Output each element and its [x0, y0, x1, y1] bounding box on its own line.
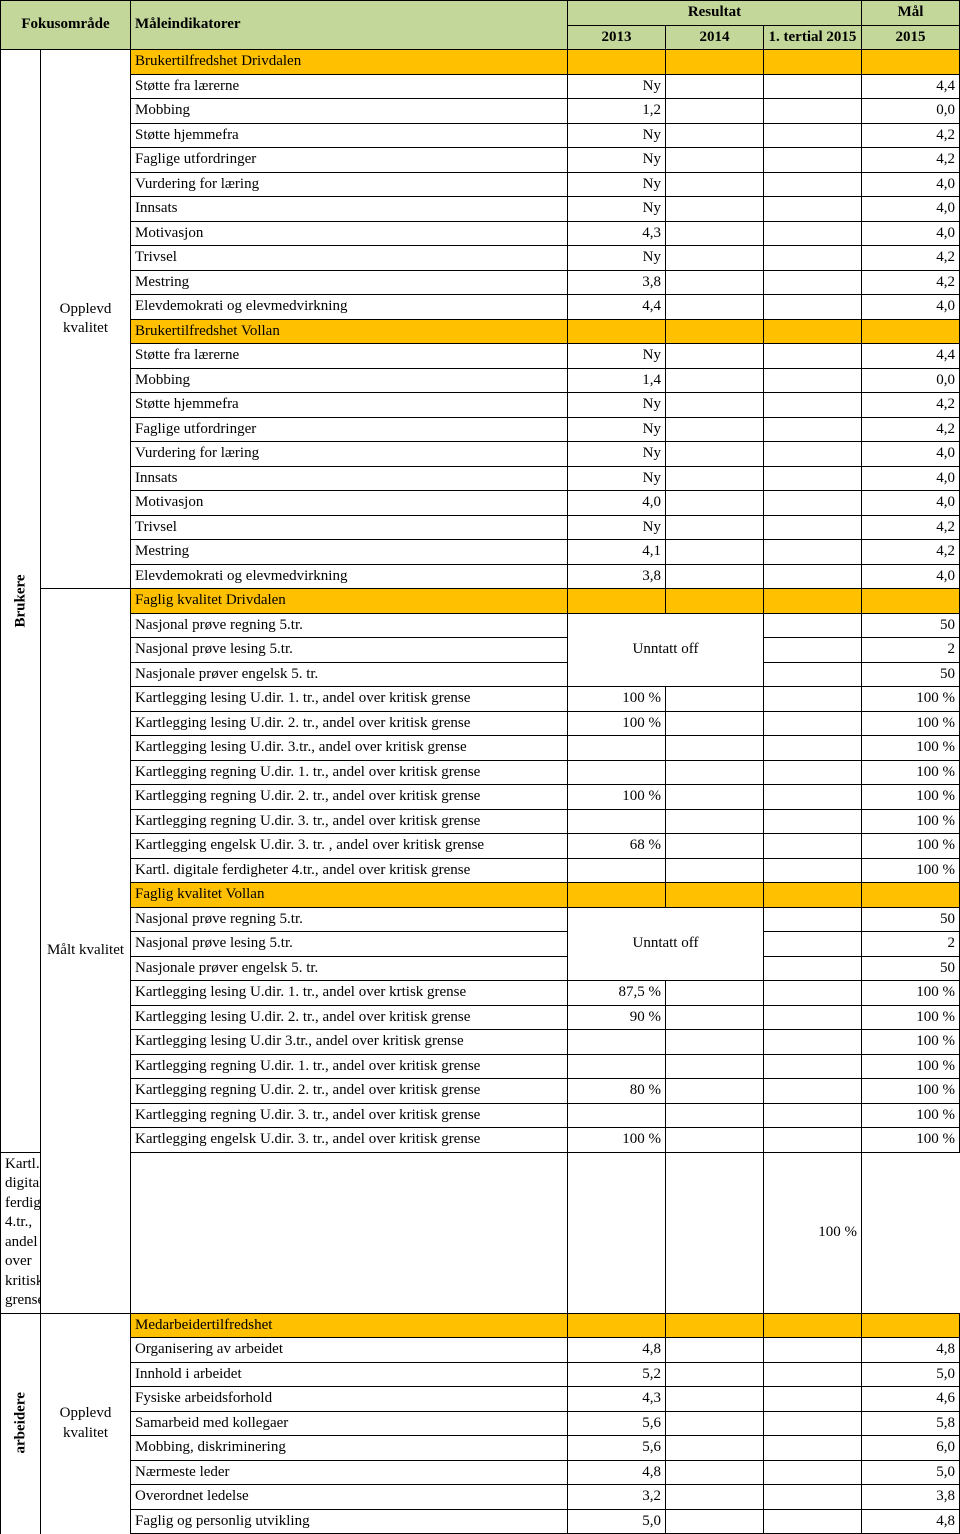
table-row: Kartlegging lesing U.dir. 2. tr., andel …: [1, 1005, 960, 1030]
focus-arbeidere: arbeidere: [1, 1313, 41, 1534]
table-row: Nasjonale prøver engelsk 5. tr.50: [1, 956, 960, 981]
table-row: Kartlegging lesing U.dir. 1. tr., andel …: [1, 687, 960, 712]
table-row: Vurdering for læringNy4,0: [1, 172, 960, 197]
table-row: Mobbing1,40,0: [1, 368, 960, 393]
hdr-2013: 2013: [567, 25, 665, 50]
table-row: Nasjonal prøve regning 5.tr.Unntatt off5…: [1, 613, 960, 638]
table-row: Elevdemokrati og elevmedvirkning3,84,0: [1, 564, 960, 589]
hdr-tert: 1. tertial 2015: [763, 25, 861, 50]
table-row: Faglig og personlig utvikling5,04,8: [1, 1509, 960, 1534]
sub-maalt: Målt kvalitet: [41, 589, 131, 1314]
section-s3: Målt kvalitet Faglig kvalitet Drivdalen: [1, 589, 960, 614]
table-row: Motivasjon4,04,0: [1, 491, 960, 516]
table-row: Kartlegging lesing U.dir. 2. tr., andel …: [1, 711, 960, 736]
table-row: Vurdering for læringNy4,0: [1, 442, 960, 467]
table-row: Kartlegging lesing U.dir. 1. tr., andel …: [1, 981, 960, 1006]
table-row: Overordnet ledelse3,23,8: [1, 1485, 960, 1510]
section-s4: Faglig kvalitet Vollan: [1, 883, 960, 908]
header-row-1: Fokusområde Måleindikatorer Resultat Mål: [1, 1, 960, 26]
s1-title: Brukertilfredshet Drivdalen: [131, 50, 568, 75]
section-s5: arbeidere Opplevd kvalitet Medarbeiderti…: [1, 1313, 960, 1338]
table-row: Kartlegging lesing U.dir. 3.tr., andel o…: [1, 736, 960, 761]
table-row: Mestring4,14,2: [1, 540, 960, 565]
table-row: Nasjonal prøve regning 5.tr.Unntatt off5…: [1, 907, 960, 932]
table-row: InnsatsNy4,0: [1, 466, 960, 491]
focus-brukere: Brukere: [1, 50, 41, 1153]
table-row: Elevdemokrati og elevmedvirkning4,44,0: [1, 295, 960, 320]
unntatt-off-2: Unntatt off: [567, 907, 763, 981]
table-row: TrivselNy4,2: [1, 246, 960, 271]
hdr-fokus: Fokusområde: [1, 1, 131, 50]
table-row: Kartlegging regning U.dir. 1. tr., andel…: [1, 760, 960, 785]
table-row: Kartlegging regning U.dir. 2. tr., andel…: [1, 1079, 960, 1104]
unntatt-off-1: Unntatt off: [567, 613, 763, 687]
section-s1: Brukere Opplevd kvalitet Brukertilfredsh…: [1, 50, 960, 75]
table-row: Faglige utfordringerNy4,2: [1, 148, 960, 173]
table-row: Støtte hjemmefraNy4,2: [1, 393, 960, 418]
hdr-2014: 2014: [665, 25, 763, 50]
s4-title: Faglig kvalitet Vollan: [131, 883, 568, 908]
s2-title: Brukertilfredshet Vollan: [131, 319, 568, 344]
table-row: Støtte fra lærerneNy4,4: [1, 344, 960, 369]
table-row: Mobbing, diskriminering5,66,0: [1, 1436, 960, 1461]
table-row: Kartlegging lesing U.dir 3.tr., andel ov…: [1, 1030, 960, 1055]
table-row: Organisering av arbeidet4,84,8: [1, 1338, 960, 1363]
table-row: Kartl. digitale ferdigheter 4.tr., andel…: [1, 1152, 960, 1313]
table-row: Nærmeste leder4,85,0: [1, 1460, 960, 1485]
table-row: Fysiske arbeidsforhold4,34,6: [1, 1387, 960, 1412]
hdr-2015: 2015: [862, 25, 960, 50]
table-row: Støtte fra lærerneNy4,4: [1, 74, 960, 99]
s5-title: Medarbeidertilfredshet: [131, 1313, 568, 1338]
sub-opplevd2: Opplevd kvalitet: [41, 1313, 131, 1534]
table-row: InnsatsNy4,0: [1, 197, 960, 222]
table-row: Støtte hjemmefraNy4,2: [1, 123, 960, 148]
table-row: TrivselNy4,2: [1, 515, 960, 540]
table-row: Faglige utfordringerNy4,2: [1, 417, 960, 442]
table-row: Kartlegging engelsk U.dir. 3. tr., andel…: [1, 1128, 960, 1153]
main-table: Fokusområde Måleindikatorer Resultat Mål…: [0, 0, 960, 1534]
table-row: Kartlegging regning U.dir. 2. tr., andel…: [1, 785, 960, 810]
sub-opplevd: Opplevd kvalitet: [41, 50, 131, 589]
s3-title: Faglig kvalitet Drivdalen: [131, 589, 568, 614]
table-row: Samarbeid med kollegaer5,65,8: [1, 1411, 960, 1436]
hdr-resultat: Resultat: [567, 1, 861, 26]
table-row: Kartlegging regning U.dir. 1. tr., andel…: [1, 1054, 960, 1079]
table-row: Kartlegging regning U.dir. 3. tr., andel…: [1, 809, 960, 834]
hdr-indikator: Måleindikatorer: [131, 1, 568, 50]
table-row: Nasjonal prøve lesing 5.tr.2: [1, 932, 960, 957]
table-row: Motivasjon4,34,0: [1, 221, 960, 246]
table-row: Kartlegging engelsk U.dir. 3. tr. , ande…: [1, 834, 960, 859]
table-row: Mobbing1,20,0: [1, 99, 960, 124]
section-s2: Brukertilfredshet Vollan: [1, 319, 960, 344]
table-row: Kartl. digitale ferdigheter 4.tr., andel…: [1, 858, 960, 883]
hdr-maal: Mål: [862, 1, 960, 26]
table-row: Mestring3,84,2: [1, 270, 960, 295]
table-row: Nasjonale prøver engelsk 5. tr.50: [1, 662, 960, 687]
table-row: Innhold i arbeidet5,25,0: [1, 1362, 960, 1387]
table-row: Kartlegging regning U.dir. 3. tr., andel…: [1, 1103, 960, 1128]
table-row: Nasjonal prøve lesing 5.tr.2: [1, 638, 960, 663]
